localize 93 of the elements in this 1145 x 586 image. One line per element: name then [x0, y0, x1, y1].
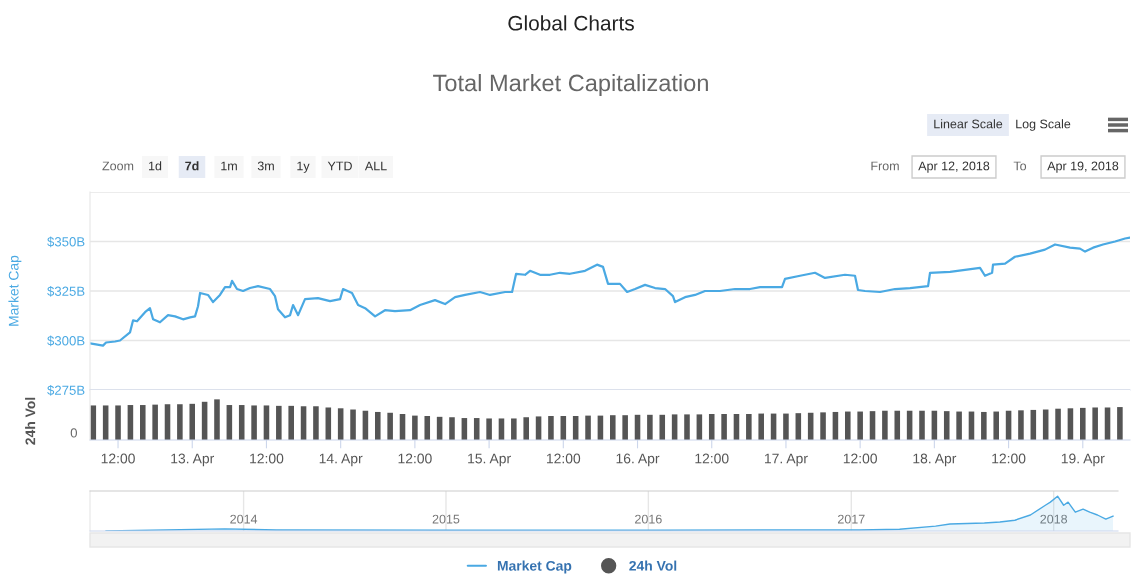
x-tick-label: 15. Apr: [468, 453, 511, 467]
bar: [1092, 407, 1098, 440]
bar: [783, 413, 789, 440]
text: YTD: [327, 161, 352, 171]
bar: [981, 411, 987, 440]
bar: [548, 416, 554, 440]
bar: [1055, 408, 1061, 440]
x-tick-label: 12:00: [695, 453, 729, 464]
x-tick-label: 12:00: [398, 453, 432, 464]
x-tick-label: 2016: [635, 514, 662, 524]
bar: [1018, 410, 1024, 440]
line-series: [90, 236, 1130, 347]
bar: [350, 409, 356, 440]
text: ALL: [364, 161, 387, 171]
bar: [746, 413, 752, 440]
x-tick-label: 12:00: [250, 453, 284, 464]
bar: [177, 404, 183, 440]
text: Linear Scale: [934, 119, 1003, 129]
bar: [424, 416, 431, 440]
x-tick-label: 12:00: [992, 453, 1026, 464]
x-tick-label: 14. Apr: [319, 453, 363, 467]
bar: [882, 410, 888, 440]
bar: [214, 399, 220, 440]
x-tick-label: 13. Apr: [171, 453, 215, 467]
text: 1m: [221, 161, 237, 171]
x-tick-label: 2014: [230, 514, 258, 524]
bar: [288, 405, 294, 440]
text: To: [1013, 161, 1027, 171]
bar: [993, 411, 999, 440]
bar: [857, 411, 863, 440]
bar: [610, 415, 616, 440]
bar: [721, 413, 727, 440]
x-tick-label: 12:00: [546, 453, 581, 464]
text: 1y: [297, 161, 310, 173]
text: From: [871, 161, 899, 171]
bar: [684, 414, 690, 440]
bar: [486, 418, 492, 440]
legend-label: Market Cap: [497, 560, 572, 574]
bar: [820, 412, 826, 440]
bar: [956, 411, 962, 440]
y-axis-title: 24h Vol: [25, 397, 36, 445]
bar: [276, 405, 282, 440]
bar: [375, 411, 381, 440]
x-tick-label: 2017: [838, 514, 865, 524]
y-tick-label: $350B: [47, 236, 85, 248]
x-tick-label: 16. Apr: [616, 453, 660, 467]
bar: [189, 403, 196, 440]
bar: [647, 414, 653, 440]
bar: [894, 410, 901, 440]
bar: [511, 418, 517, 440]
text: 3m: [257, 161, 274, 171]
bar: [152, 404, 158, 440]
y-tick-label: $300B: [47, 335, 85, 347]
bar: [708, 413, 715, 440]
text: Apr 19, 2018: [1047, 161, 1119, 173]
y-tick-label: $325B: [47, 286, 85, 297]
bar: [523, 417, 529, 440]
text: 1d: [149, 161, 162, 171]
y-tick-label: $275B: [47, 385, 85, 396]
bar: [449, 417, 455, 440]
x-tick-label: 2018: [1040, 514, 1068, 524]
x-tick-label: 12:00: [843, 453, 877, 464]
text: Log Scale: [1016, 119, 1071, 131]
bar: [139, 405, 146, 440]
bar: [473, 418, 480, 440]
bar: [412, 415, 418, 440]
y-axis-title: Market Cap: [8, 255, 22, 326]
bar: [845, 411, 851, 440]
text: Apr 12, 2018: [918, 161, 990, 173]
bar: [251, 405, 257, 440]
bar: [659, 414, 666, 440]
text: 7d: [185, 161, 199, 171]
bar: [1117, 407, 1123, 440]
bar: [387, 412, 393, 440]
bar: [758, 413, 764, 440]
bar: [115, 405, 121, 440]
x-tick-label: 18. Apr: [913, 453, 957, 467]
x-tick-label: 2015: [432, 514, 460, 524]
bar: [919, 410, 925, 440]
bar: [1080, 407, 1086, 440]
bar: [622, 415, 628, 440]
bar: [943, 411, 950, 440]
legend-label: 24h Vol: [629, 560, 677, 571]
bar: [313, 406, 319, 440]
bar: [238, 405, 245, 440]
chart-subtitle: Total Market Capitalization: [433, 74, 708, 96]
text: Zoom: [102, 161, 134, 171]
x-tick-label: 19. Apr: [1061, 453, 1105, 467]
bar: [585, 415, 591, 440]
text: 0: [70, 428, 77, 438]
x-tick-label: 17. Apr: [765, 453, 808, 467]
chart-title: Global Charts: [508, 15, 634, 31]
x-tick-label: 12:00: [101, 453, 135, 464]
